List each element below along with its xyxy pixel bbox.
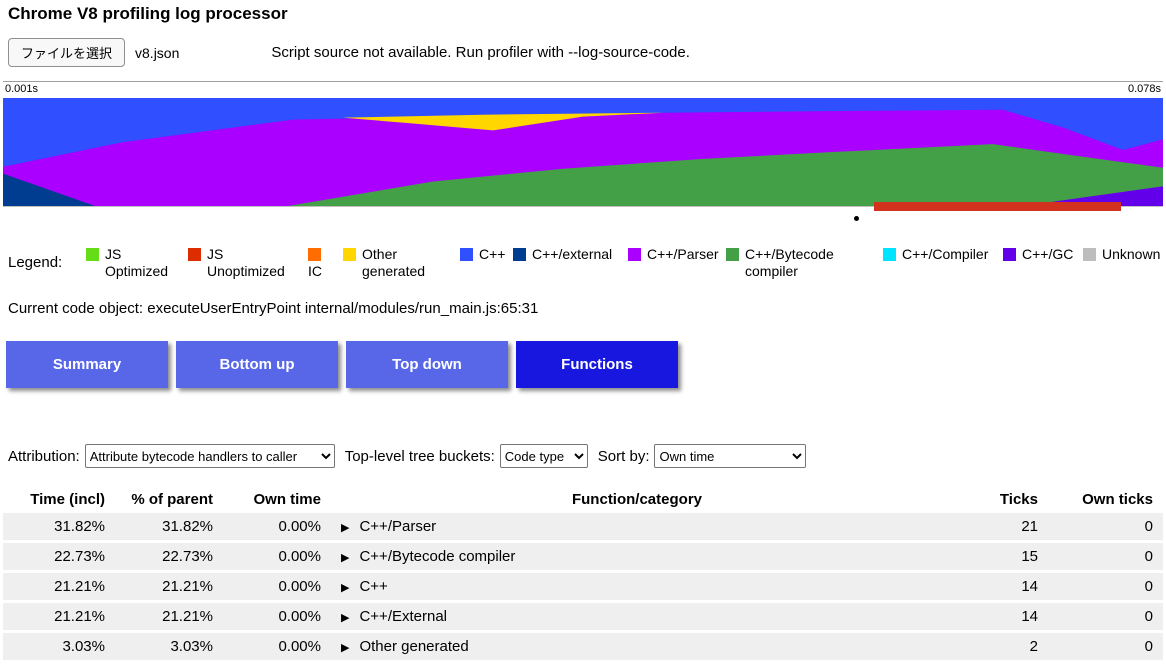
- buckets-label: Top-level tree buckets:: [344, 447, 495, 465]
- expand-arrow-icon[interactable]: ▶: [341, 612, 350, 624]
- js-unoptimized-swatch-icon: [188, 248, 201, 261]
- layer-other-generated: [343, 112, 663, 131]
- col-header-own-time: Own time: [223, 486, 331, 513]
- sort-label: Sort by:: [597, 447, 650, 465]
- other-generated-swatch-icon: [343, 248, 356, 261]
- current-code-object: Current code object: executeUserEntryPoi…: [8, 300, 1163, 317]
- buckets-select[interactable]: Code type: [499, 444, 588, 468]
- timeline-selection-bar[interactable]: [874, 202, 1121, 211]
- table-row[interactable]: 31.82% 31.82% 0.00% ▶ C++/Parser 21 0: [3, 513, 1163, 542]
- cpp-gc-swatch-icon: [1003, 248, 1016, 261]
- layer-cpp-gc: [1023, 186, 1163, 206]
- function-view-controls: Attribution: Attribute bytecode handlers…: [8, 444, 1163, 468]
- function-name: C++/External: [359, 608, 448, 625]
- timeline-time-labels: 0.001s 0.078s: [3, 82, 1163, 98]
- source-unavailable-message: Script source not available. Run profile…: [271, 44, 690, 61]
- sort-select[interactable]: Own time: [654, 444, 807, 468]
- legend-item-cpp-compiler: C++/Compiler: [883, 246, 1003, 263]
- functions-table: Time (incl) % of parent Own time Functio…: [3, 486, 1163, 663]
- function-name: C++: [359, 578, 388, 595]
- timeline: 0.001s 0.078s: [3, 81, 1163, 222]
- layer-cpp: [3, 98, 1163, 167]
- col-header-function-category: Function/category: [331, 486, 943, 513]
- legend: Legend: JS Optimized JS Unoptimized IC O…: [8, 246, 1163, 280]
- table-row[interactable]: 3.03% 3.03% 0.00% ▶ Other generated 2 0: [3, 631, 1163, 662]
- legend-item-bytecode-compiler: C++/Bytecode compiler: [726, 246, 883, 280]
- expand-arrow-icon[interactable]: ▶: [341, 522, 350, 534]
- legend-item-unknown: Unknown: [1083, 246, 1163, 263]
- timeline-stacked-area-chart[interactable]: [3, 98, 1163, 206]
- timeline-start-label: 0.001s: [5, 83, 39, 95]
- page-title: Chrome V8 profiling log processor: [8, 4, 288, 23]
- col-header-own-ticks: Own ticks: [1048, 486, 1163, 513]
- attribution-label: Attribution:: [8, 447, 80, 465]
- current-code-object-label: Current code object:: [8, 300, 144, 317]
- tab-summary[interactable]: Summary: [6, 341, 168, 388]
- timeline-end-label: 0.078s: [1127, 83, 1161, 95]
- function-name: C++/Parser: [359, 518, 437, 535]
- bytecode-compiler-swatch-icon: [726, 248, 739, 261]
- tab-functions[interactable]: Functions: [516, 341, 678, 388]
- col-header-time-incl: Time (incl): [3, 486, 115, 513]
- function-name: C++/Bytecode compiler: [359, 548, 516, 565]
- table-row[interactable]: 21.21% 21.21% 0.00% ▶ C++ 14 0: [3, 571, 1163, 602]
- legend-item-other-generated: Other generated: [343, 246, 460, 280]
- unknown-swatch-icon: [1083, 248, 1096, 261]
- choose-file-button[interactable]: ファイルを選択: [8, 38, 126, 67]
- layer-bytecode-compiler: [288, 144, 1163, 206]
- legend-item-cpp: C++: [460, 246, 513, 263]
- table-header-row: Time (incl) % of parent Own time Functio…: [3, 486, 1163, 513]
- expand-arrow-icon[interactable]: ▶: [341, 582, 350, 594]
- js-optimized-swatch-icon: [86, 248, 99, 261]
- cpp-parser-swatch-icon: [628, 248, 641, 261]
- legend-item-ic: IC: [308, 246, 343, 280]
- tab-bottom-up[interactable]: Bottom up: [176, 341, 338, 388]
- table-row[interactable]: 21.21% 21.21% 0.00% ▶ C++/External 14 0: [3, 601, 1163, 632]
- expand-arrow-icon[interactable]: ▶: [341, 642, 350, 654]
- timeline-track[interactable]: [3, 202, 1163, 222]
- col-header-percent-parent: % of parent: [115, 486, 223, 513]
- cpp-swatch-icon: [460, 248, 473, 261]
- expand-arrow-icon[interactable]: ▶: [341, 552, 350, 564]
- legend-item-cpp-parser: C++/Parser: [628, 246, 726, 263]
- attribution-select[interactable]: Attribute bytecode handlers to caller: [84, 444, 335, 468]
- table-row[interactable]: 22.73% 22.73% 0.00% ▶ C++/Bytecode compil…: [3, 541, 1163, 572]
- legend-item-js-optimized: JS Optimized: [86, 246, 188, 280]
- cpp-external-swatch-icon: [513, 248, 526, 261]
- tab-top-down[interactable]: Top down: [346, 341, 508, 388]
- function-name: Other generated: [359, 638, 469, 655]
- legend-item-cpp-external: C++/external: [513, 246, 628, 263]
- legend-caption: Legend:: [8, 254, 63, 271]
- col-header-ticks: Ticks: [943, 486, 1048, 513]
- current-code-object-value: executeUserEntryPoint internal/modules/r…: [147, 300, 539, 317]
- ic-swatch-icon: [308, 248, 321, 261]
- view-tabs: Summary Bottom up Top down Functions: [6, 341, 1163, 388]
- legend-item-js-unoptimized: JS Unoptimized: [188, 246, 308, 280]
- file-controls: ファイルを選択 v8.json Script source not availa…: [8, 38, 1158, 67]
- legend-item-cpp-gc: C++/GC: [1003, 246, 1083, 263]
- selected-file-name: v8.json: [135, 44, 180, 61]
- cpp-compiler-swatch-icon: [883, 248, 896, 261]
- timeline-drag-dot[interactable]: [854, 216, 860, 221]
